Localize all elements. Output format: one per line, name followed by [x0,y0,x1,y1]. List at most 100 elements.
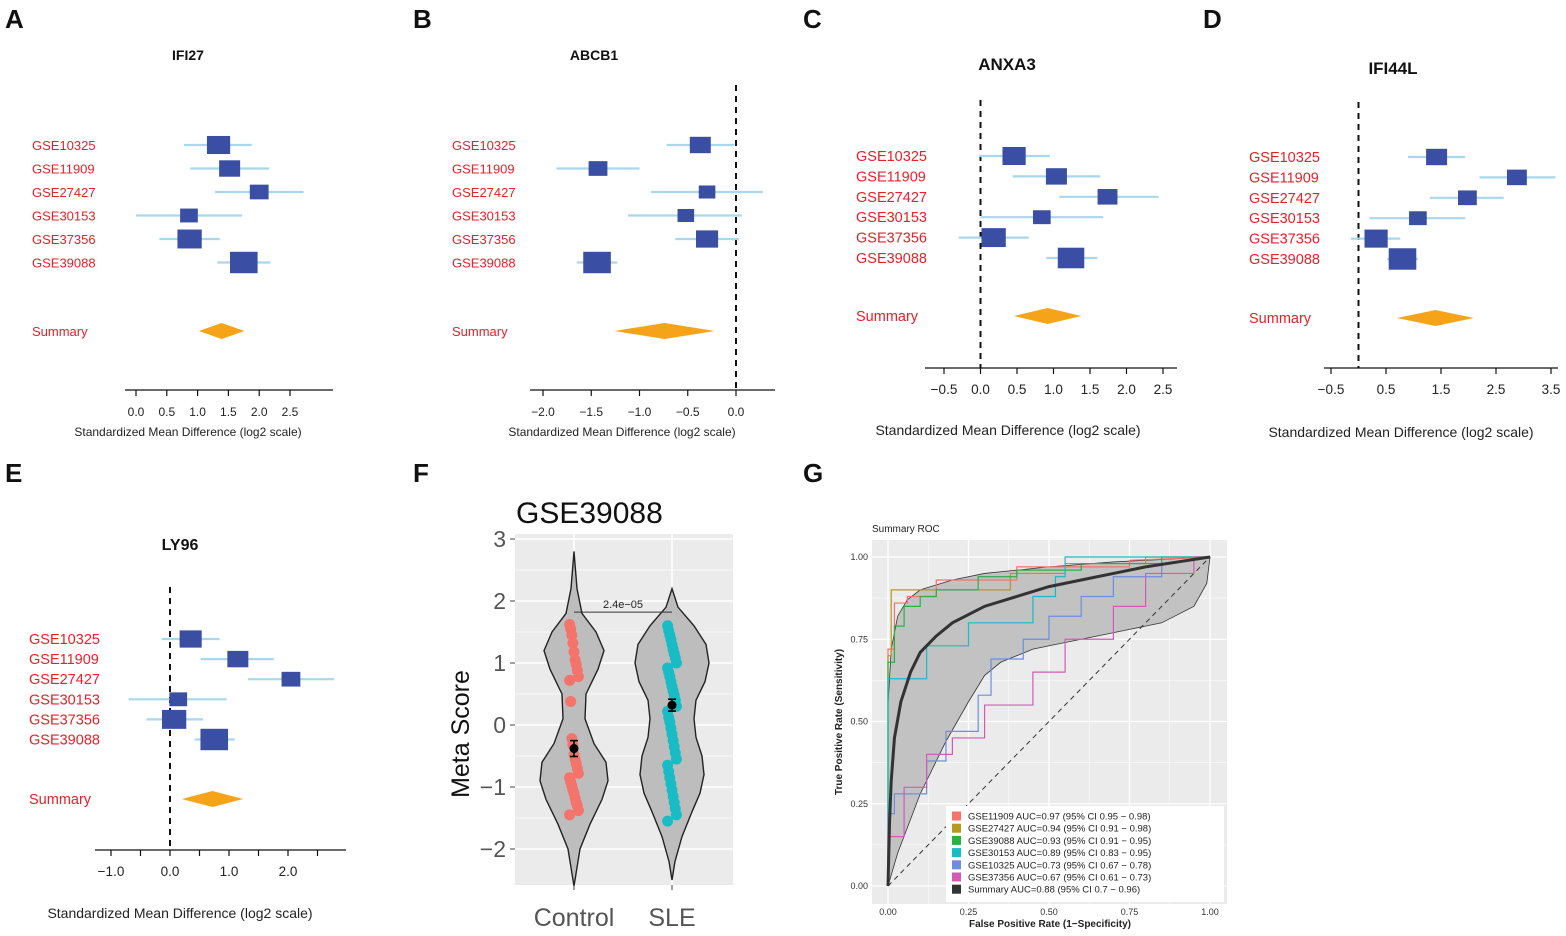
data-point [572,767,584,779]
y-tick-label: 0.25 [850,799,868,809]
legend-swatch [952,811,961,821]
effect-box [169,692,188,707]
data-point [670,657,682,669]
study-label: GSE10325 [856,149,927,165]
summary-label: Summary [1249,311,1312,327]
study-label: GSE27427 [856,190,927,206]
legend-swatch [952,872,961,882]
study-label: GSE37356 [32,232,96,247]
panel-label: E [5,458,22,488]
legend-swatch [952,884,961,894]
y-tick-label: 0 [493,712,506,738]
legend-entry: GSE11909 AUC=0.97 (95% CI 0.95 − 0.98) [968,812,1151,823]
x-tick-label: −0.5 [931,382,958,397]
study-label: GSE27427 [29,672,100,688]
effect-box [1002,146,1026,166]
group-label: SLE [648,904,695,931]
effect-box [219,160,241,177]
data-point [565,695,577,707]
x-tick-label: −2.0 [531,405,555,419]
x-axis-label: Standardized Mean Difference (log2 scale… [47,905,312,921]
study-label: GSE30153 [856,210,927,226]
effect-box [1388,248,1417,270]
x-tick-label: −0.5 [676,405,700,419]
panel-label: D [1203,4,1222,34]
x-axis-label: Standardized Mean Difference (log2 scale… [508,425,735,439]
summary-label: Summary [452,324,508,339]
x-tick-label: 0.0 [728,405,745,419]
x-tick-label: 0.5 [1377,382,1396,397]
legend-entry: GSE30153 AUC=0.89 (95% CI 0.83 − 0.95) [968,848,1151,859]
roc-curve [887,556,1210,886]
data-point [568,646,580,658]
y-tick-label: 1 [493,650,506,676]
x-tick-label: 1.0 [1044,382,1063,397]
effect-box [1032,210,1051,225]
effect-box [161,709,187,729]
x-tick-label: 0.50 [1040,907,1058,917]
legend-entry: GSE10325 AUC=0.73 (95% CI 0.67 − 0.78) [968,860,1151,871]
study-label: GSE39088 [1249,252,1320,268]
effect-box [180,208,198,223]
y-tick-label: 0.50 [850,717,868,727]
y-tick-label: 3 [493,526,506,552]
forest-panel-D: D IFI44L GSE10325 GSE11909 GSE27427 GSE30153 G… [1203,4,1560,440]
study-label: GSE11909 [29,652,99,668]
x-axis-label: Standardized Mean Difference (log2 scale… [875,422,1140,438]
x-tick-label: 1.0 [189,405,206,419]
effect-box [981,228,1006,248]
effect-box [1045,168,1067,185]
x-tick-label: 2.5 [1154,382,1173,397]
x-axis-label: Standardized Mean Difference (log2 scale… [1268,424,1533,440]
x-tick-label: 2.0 [279,864,298,879]
x-tick-label: 2.5 [1487,382,1506,397]
forest-title: ANXA3 [978,55,1036,74]
study-label: GSE10325 [452,138,516,153]
effect-box [1458,190,1477,206]
summary-diamond [1397,310,1474,326]
data-point [662,815,674,827]
effect-box [227,650,249,668]
data-point [564,674,576,686]
panel-label: A [5,4,24,34]
violin-panel: F GSE39088 Control SLE 2.4e−05 −2 −1 0 1 2 3 Meta S… [413,458,733,932]
study-label: GSE11909 [856,169,926,185]
study-label: GSE37356 [452,232,516,247]
study-label: GSE27427 [452,185,516,200]
y-axis-label: True Positive Rate (Sensitivity) [834,649,845,795]
violin-title: GSE39088 [516,497,663,530]
forest-title: IFI27 [172,47,204,63]
roc-curve [887,556,1210,886]
study-label: GSE27427 [32,185,96,200]
x-tick-label: −1.0 [628,405,652,419]
x-tick-label: 1.5 [1432,382,1451,397]
data-point [572,805,584,817]
effect-box [230,251,258,274]
p-value-label: 2.4e−05 [603,599,643,611]
plot-background [515,534,733,885]
study-label: GSE39088 [452,256,516,271]
effect-box [177,229,202,249]
x-tick-label: 1.5 [220,405,237,419]
roc-curve [887,556,1210,886]
x-tick-label: 2.5 [282,405,299,419]
forest-title: LY96 [162,537,199,554]
forest-panel-A: A IFI27 GSE10325 GSE11909 GSE27427 GSE30153 GS… [5,4,333,439]
y-tick-label: 1.00 [850,552,868,562]
summary-diamond [198,323,245,339]
summary-label: Summary [32,324,88,339]
study-label: GSE39088 [32,256,96,271]
x-tick-label: 0.5 [1008,382,1027,397]
data-point [670,809,682,821]
study-label: GSE30153 [32,209,96,224]
study-label: GSE37356 [856,231,927,247]
legend-entry: GSE39088 AUC=0.93 (95% CI 0.91 − 0.95) [968,836,1151,847]
legend-entry: GSE37356 AUC=0.67 (95% CI 0.61 − 0.73) [968,873,1151,884]
summary-label: Summary [856,309,919,325]
study-label: GSE10325 [29,632,100,648]
study-label: GSE37356 [1249,232,1320,248]
study-label: GSE11909 [452,162,515,177]
effect-box [698,185,716,199]
